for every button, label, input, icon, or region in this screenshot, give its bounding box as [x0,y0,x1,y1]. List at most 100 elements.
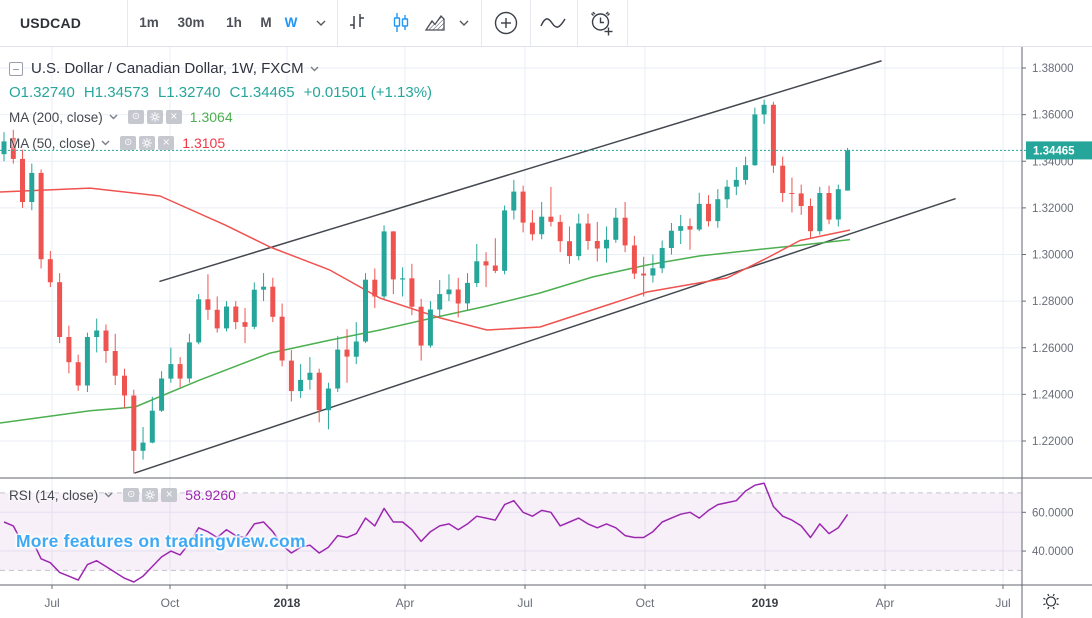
candle-body [446,289,452,295]
time-tick-label[interactable]: 2019 [752,596,779,610]
candle-body [613,217,619,240]
candle-body [224,306,229,329]
ma50-label[interactable]: MA (50, close) [9,135,96,151]
candle-body [492,265,498,271]
candle-body [733,179,739,187]
rsi-line[interactable] [3,482,849,583]
toolbar-separator [481,0,482,46]
ma50-visibility-icon[interactable]: ⊙ [120,136,137,150]
ohlc-values-row: O1.32740 H1.34573 L1.32740 C1.34465 +0.01501… [9,84,441,101]
time-tick-label[interactable]: Jul [995,596,1010,610]
price-tick-label: 1.22000 [1032,436,1074,448]
price-tick-label: 1.30000 [1032,250,1074,262]
candle-body [196,299,202,343]
time-tick-label[interactable]: Oct [161,596,180,610]
ma50-remove-icon[interactable]: × [158,136,175,150]
time-tick-label[interactable]: 2018 [274,596,301,610]
rsi-label[interactable]: RSI (14, close) [9,487,99,503]
toolbar-separator [530,0,531,46]
candle-body [131,395,137,451]
rsi-visibility-icon[interactable]: ⊙ [123,488,140,502]
candle-body [75,362,81,386]
ohlc-part: +0.01501 (+1.13%) [303,84,433,101]
price-tick-label: 1.28000 [1032,296,1074,308]
tradingview-watermark[interactable]: More features on tradingview.com [16,531,306,551]
time-tick-label[interactable]: Jul [44,596,59,610]
chart-legend-title-row: U.S. Dollar / Canadian Dollar, 1W, FXCM [9,60,319,77]
rsi-settings-gear-icon[interactable] [142,488,159,502]
timeframe-button-W[interactable]: W [284,15,298,30]
candle-body [149,410,155,443]
last-price-badge-label: 1.34465 [1033,145,1075,157]
time-tick-label[interactable]: Oct [636,596,655,610]
toolbar-separator [127,0,128,46]
candle-body [84,337,90,386]
channel-lower[interactable] [134,198,956,474]
candle-body [789,193,795,194]
ma200-remove-icon[interactable]: × [165,110,182,124]
area-chart-style-icon[interactable] [424,0,448,46]
compare-add-icon[interactable] [493,0,519,46]
ma50-chevron-icon[interactable] [101,140,110,146]
candle-body [409,278,415,307]
candle-body [752,114,758,166]
axis-settings-gear-icon[interactable] [1043,593,1059,610]
indicators-icon[interactable] [540,0,566,46]
timeframe-button-1m[interactable]: 1m [139,15,159,30]
symbol-label[interactable]: USDCAD [20,15,82,31]
rsi-tick-label: 40.0000 [1032,546,1074,558]
candle-body [363,279,368,342]
candle-body [353,341,359,357]
bar-chart-style-icon[interactable] [347,0,367,46]
candle-body [585,223,591,241]
alert-clock-icon[interactable] [589,0,615,46]
ma200-settings-gear-icon[interactable] [146,110,163,124]
ma200-label[interactable]: MA (200, close) [9,109,103,125]
candle-body [845,150,851,191]
candle-body [103,330,109,351]
candlestick-style-icon[interactable] [391,0,411,46]
chart-canvas[interactable]: 1.380001.360001.340001.320001.300001.280… [0,47,1092,618]
channel-upper[interactable] [159,60,882,283]
candle-body [465,282,470,304]
rsi-chevron-icon[interactable] [104,492,113,498]
time-tick-label[interactable]: Apr [876,596,895,610]
chart-title[interactable]: U.S. Dollar / Canadian Dollar, 1W, FXCM [31,60,304,77]
ma200-chevron-icon[interactable] [109,114,118,120]
candle-body [233,306,239,323]
timeframe-button-1h[interactable]: 1h [226,15,242,30]
candle-body [205,299,211,310]
ma200-line[interactable] [0,238,851,424]
candle-body [715,199,721,222]
timeframe-dropdown-chevron-icon[interactable] [316,0,326,46]
candle-body [567,241,572,257]
candle-body [418,306,424,346]
collapse-legend-icon[interactable] [9,61,23,76]
candle-body [548,216,554,222]
candle-body [835,189,841,220]
candle-body [622,217,628,246]
rsi-remove-icon[interactable]: × [161,488,178,502]
ohlc-part: O1.32740 [9,84,75,101]
candle-body [1,141,7,155]
candles-group[interactable] [1,99,851,474]
candle-body [557,221,563,242]
timeframe-button-30m[interactable]: 30m [177,15,205,30]
last-price-badge[interactable] [1026,141,1092,160]
ma50-line[interactable] [0,187,851,331]
time-tick-label[interactable]: Apr [396,596,415,610]
ma200-visibility-icon[interactable]: ⊙ [127,110,144,124]
candle-body [770,104,776,166]
candle-body [706,203,711,222]
candle-body [659,248,665,269]
candle-body [641,273,647,276]
ma50-settings-gear-icon[interactable] [139,136,156,150]
candle-body [400,278,406,280]
time-tick-label[interactable]: Jul [517,596,532,610]
timeframe-button-M[interactable]: M [260,15,272,30]
candle-body [325,388,331,411]
toolbar-separator [577,0,578,46]
style-dropdown-chevron-icon[interactable] [459,0,469,46]
title-dropdown-chevron-icon[interactable] [310,66,319,72]
